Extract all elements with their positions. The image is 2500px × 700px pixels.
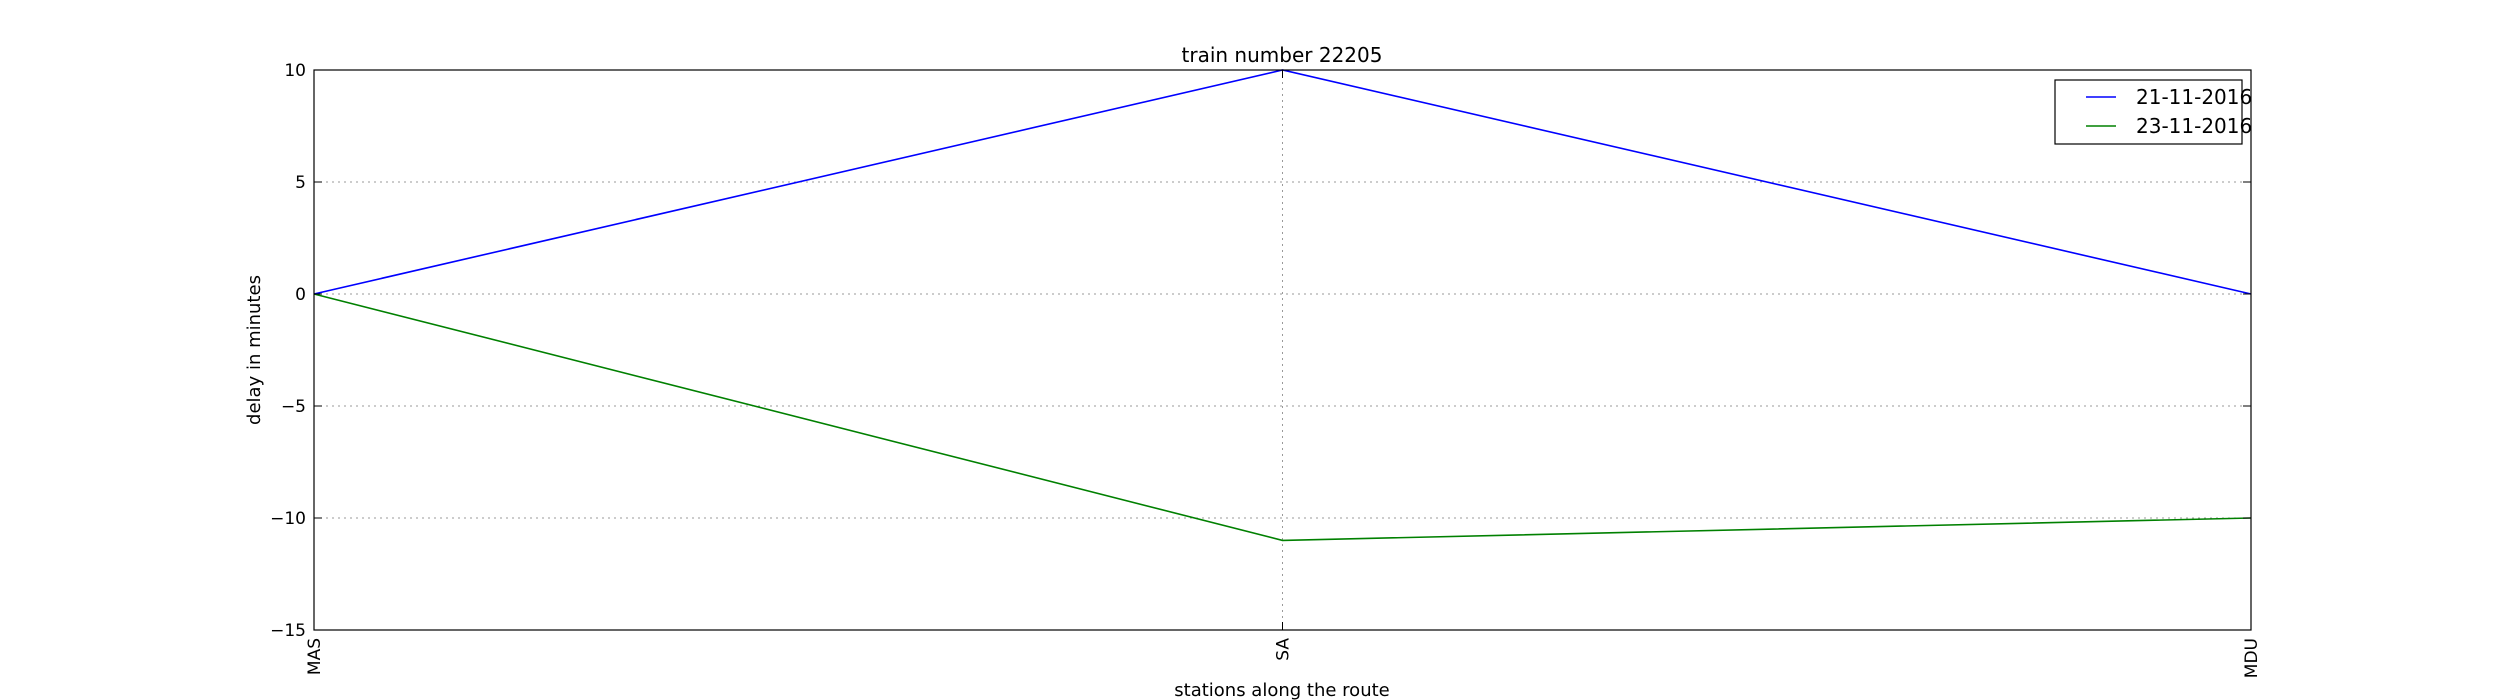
legend-box	[2054, 79, 2243, 145]
legend-label: 21-11-2016	[2136, 85, 2252, 109]
x-axis-title: stations along the route	[1174, 680, 1389, 700]
x-tick-label: SA	[1274, 638, 1294, 661]
grid-lines	[313, 69, 2252, 631]
legend-items: 21-11-2016 23-11-2016	[2086, 85, 2252, 138]
x-tick-label: MAS	[305, 638, 325, 675]
x-tick-label: MDU	[2242, 638, 2262, 678]
legend: 21-11-2016 23-11-2016	[2054, 79, 2252, 145]
y-tick-label: −15	[270, 621, 306, 641]
y-tick-label: 5	[295, 173, 306, 193]
x-tick-labels: MAS SA MDU	[305, 638, 2262, 679]
chart-title: train number 22205	[1182, 43, 1383, 67]
y-tick-label: 10	[284, 61, 306, 81]
y-axis-title: delay in minutes	[244, 275, 265, 425]
y-tick-label: −5	[281, 397, 306, 417]
axis-ticks	[313, 69, 2252, 631]
series-line	[313, 69, 2252, 295]
series-line	[313, 293, 2252, 542]
legend-label: 23-11-2016	[2136, 114, 2252, 138]
y-tick-label: −10	[270, 509, 306, 529]
y-tick-labels: −15 −10 −5 0 5 10	[270, 61, 306, 641]
y-tick-label: 0	[295, 285, 306, 305]
